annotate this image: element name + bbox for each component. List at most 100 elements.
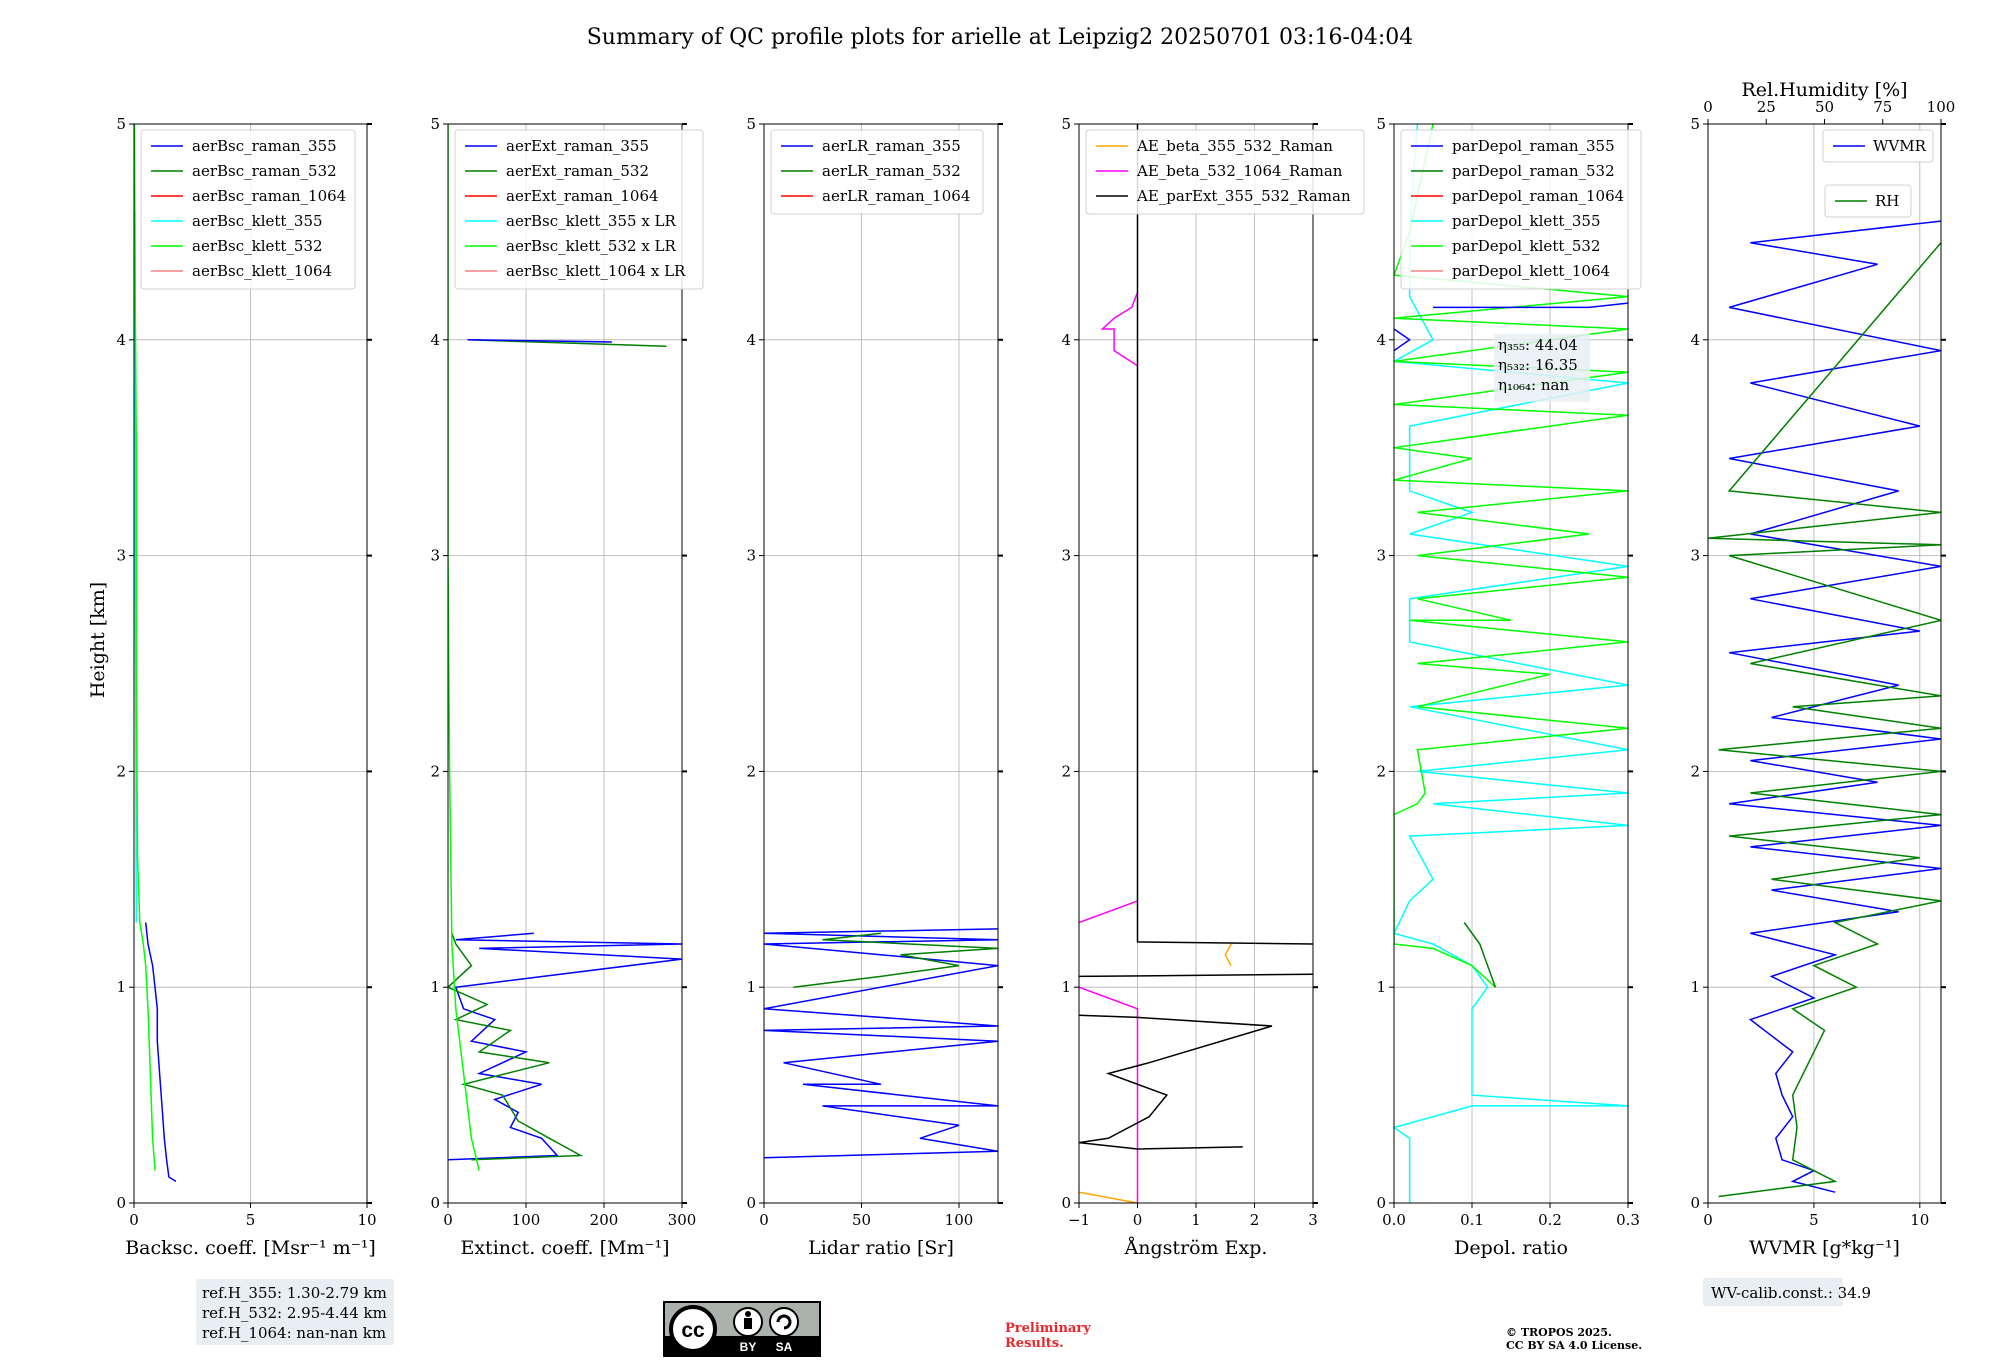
legend-label: aerBsc_raman_1064: [192, 187, 346, 205]
y-tick-label: 3: [1061, 547, 1071, 565]
ref-height-355: ref.H_355: 1.30-2.79 km: [202, 1284, 387, 1302]
series-line-parDepol_raman_355: [1433, 302, 1628, 309]
legend-label: WVMR: [1873, 137, 1927, 155]
x-axis-label: Extinct. coeff. [Mm⁻¹]: [460, 1237, 669, 1259]
y-tick-label: 5: [1376, 115, 1386, 133]
x-axis-label: Backsc. coeff. [Msr⁻¹ m⁻¹]: [125, 1237, 376, 1259]
top-tick-label: 50: [1815, 98, 1834, 116]
x-tick-label: 0: [443, 1211, 453, 1229]
cc-badge-by: BY: [740, 1340, 757, 1354]
top-tick-label: 100: [1927, 98, 1956, 116]
preliminary-line2: Results.: [1005, 1336, 1064, 1351]
y-tick-label: 4: [1376, 331, 1386, 349]
series-group: [1708, 220, 1941, 1198]
y-tick-label: 1: [1690, 978, 1700, 996]
x-tick-label: 10: [357, 1211, 376, 1229]
series-line-parDepol_klett_355: [1394, 124, 1628, 1203]
series-line-aerLR_raman_532: [793, 932, 998, 988]
y-tick-label: 3: [1376, 547, 1386, 565]
eta-label: η₃₅₅: 44.04: [1498, 336, 1578, 354]
y-tick-label: 1: [1061, 978, 1071, 996]
x-axis-label: WVMR [g*kg⁻¹]: [1749, 1237, 1900, 1259]
y-tick-label: 5: [746, 115, 756, 133]
top-tick-label: 25: [1757, 98, 1776, 116]
copyright-line1: © TROPOS 2025.: [1506, 1326, 1612, 1339]
legend-box: [140, 129, 356, 290]
legend-box: [454, 129, 704, 290]
axes-frame: [447, 123, 683, 1204]
legend-label: AE_parExt_355_532_Raman: [1136, 187, 1351, 205]
by-icon-head: [745, 1311, 751, 1317]
ref-height-box: ref.H_355: 1.30-2.79 km ref.H_532: 2.95-…: [196, 1279, 394, 1345]
x-tick-label: 0: [759, 1211, 769, 1229]
figure-title: Summary of QC profile plots for arielle …: [587, 25, 1414, 50]
by-icon-body: [744, 1318, 752, 1329]
ref-height-532: ref.H_532: 2.95-4.44 km: [202, 1304, 387, 1322]
y-tick-label: 2: [1690, 762, 1700, 780]
series-line-aerExt_raman_532: [448, 933, 584, 1161]
top-axis-label: Rel.Humidity [%]: [1741, 79, 1907, 101]
cc-icon: [669, 1305, 717, 1353]
series-line-AE_beta_355_532_Raman: [1079, 1191, 1138, 1203]
legend-label: aerBsc_klett_1064 x LR: [506, 262, 686, 280]
series-line-parDepol_raman_532: [1463, 922, 1497, 988]
x-tick-label: 1: [1191, 1211, 1201, 1229]
legend-box: [770, 129, 984, 215]
y-tick-label: 4: [1690, 331, 1700, 349]
cc-license-badge[interactable]: cc BY SA: [663, 1301, 821, 1357]
x-tick-label: 10: [1910, 1211, 1929, 1229]
legend-label: parDepol_klett_1064: [1452, 262, 1610, 280]
legend-label: aerBsc_klett_532 x LR: [506, 237, 677, 255]
series-group: [764, 928, 998, 1159]
series-line-AE_beta_355_532_Raman: [1224, 943, 1232, 966]
sa-icon-arrow: [776, 1314, 792, 1330]
x-axis-label: Lidar ratio [Sr]: [808, 1237, 954, 1259]
legend-label: aerBsc_klett_532: [192, 237, 323, 255]
eta-box-bg: [1494, 333, 1590, 402]
ref-height-box-bg: [196, 1279, 394, 1345]
x-axis-label: Ångström Exp.: [1124, 1237, 1268, 1259]
series-line-RH: [1708, 242, 1941, 1198]
y-tick-label: 0: [1376, 1194, 1386, 1212]
x-tick-label: 200: [590, 1211, 619, 1229]
wv-calib-box-bg: [1703, 1278, 1843, 1306]
x-tick-label: 0: [129, 1211, 139, 1229]
y-tick-label: 3: [1690, 547, 1700, 565]
y-tick-label: 0: [116, 1194, 126, 1212]
legend-rh: RH: [1824, 184, 1912, 218]
x-tick-label: 0: [1703, 1211, 1713, 1229]
legend-wvmr: WVMR: [1822, 129, 1934, 163]
series-line-AE_parExt_355_532_Raman: [1079, 1014, 1273, 1150]
legend-label: aerBsc_raman_355: [192, 137, 337, 155]
series-line-parDepol_raman_355: [1394, 328, 1411, 352]
axes-frame: [1393, 123, 1629, 1204]
legend: AE_beta_355_532_Raman AE_beta_532_1064_Ra…: [1085, 129, 1365, 215]
copyright-line2: CC BY SA 4.0 License.: [1506, 1339, 1642, 1352]
legend-label: aerLR_raman_1064: [822, 187, 970, 205]
y-tick-label: 1: [116, 978, 126, 996]
x-tick-label: 0: [1133, 1211, 1143, 1229]
series-line-WVMR: [1728, 220, 1941, 1193]
series-line-AE_beta_532_1064_Raman: [1079, 986, 1139, 1203]
legend: aerBsc_raman_355 aerBsc_raman_532 aerBsc_r…: [140, 129, 356, 290]
legend-label: aerExt_raman_532: [506, 162, 649, 180]
sa-icon: [769, 1307, 799, 1337]
legend-label: RH: [1875, 192, 1899, 210]
eta-box: η₃₅₅: 44.04 η₅₃₂: 16.35 η₁₀₆₄: nan: [1494, 333, 1590, 402]
x-tick-label: 0.3: [1616, 1211, 1640, 1229]
y-tick-label: 2: [746, 762, 756, 780]
panel-lr: 0 50 100 0 1 2 3 4 5 Lidar ratio [Sr] aerLR_raman_…: [746, 115, 1003, 1259]
legend-label: AE_beta_355_532_Raman: [1136, 137, 1333, 155]
x-tick-label: 2: [1250, 1211, 1260, 1229]
y-tick-label: 3: [746, 547, 756, 565]
ref-height-1064: ref.H_1064: nan-nan km: [202, 1324, 386, 1342]
series-line-AE_beta_532_1064_Raman: [1100, 292, 1139, 367]
y-tick-label: 2: [116, 762, 126, 780]
y-tick-label: 1: [746, 978, 756, 996]
legend-label: aerExt_raman_1064: [506, 187, 659, 205]
top-tick-label: 0: [1703, 98, 1713, 116]
x-tick-label: 0.1: [1460, 1211, 1484, 1229]
